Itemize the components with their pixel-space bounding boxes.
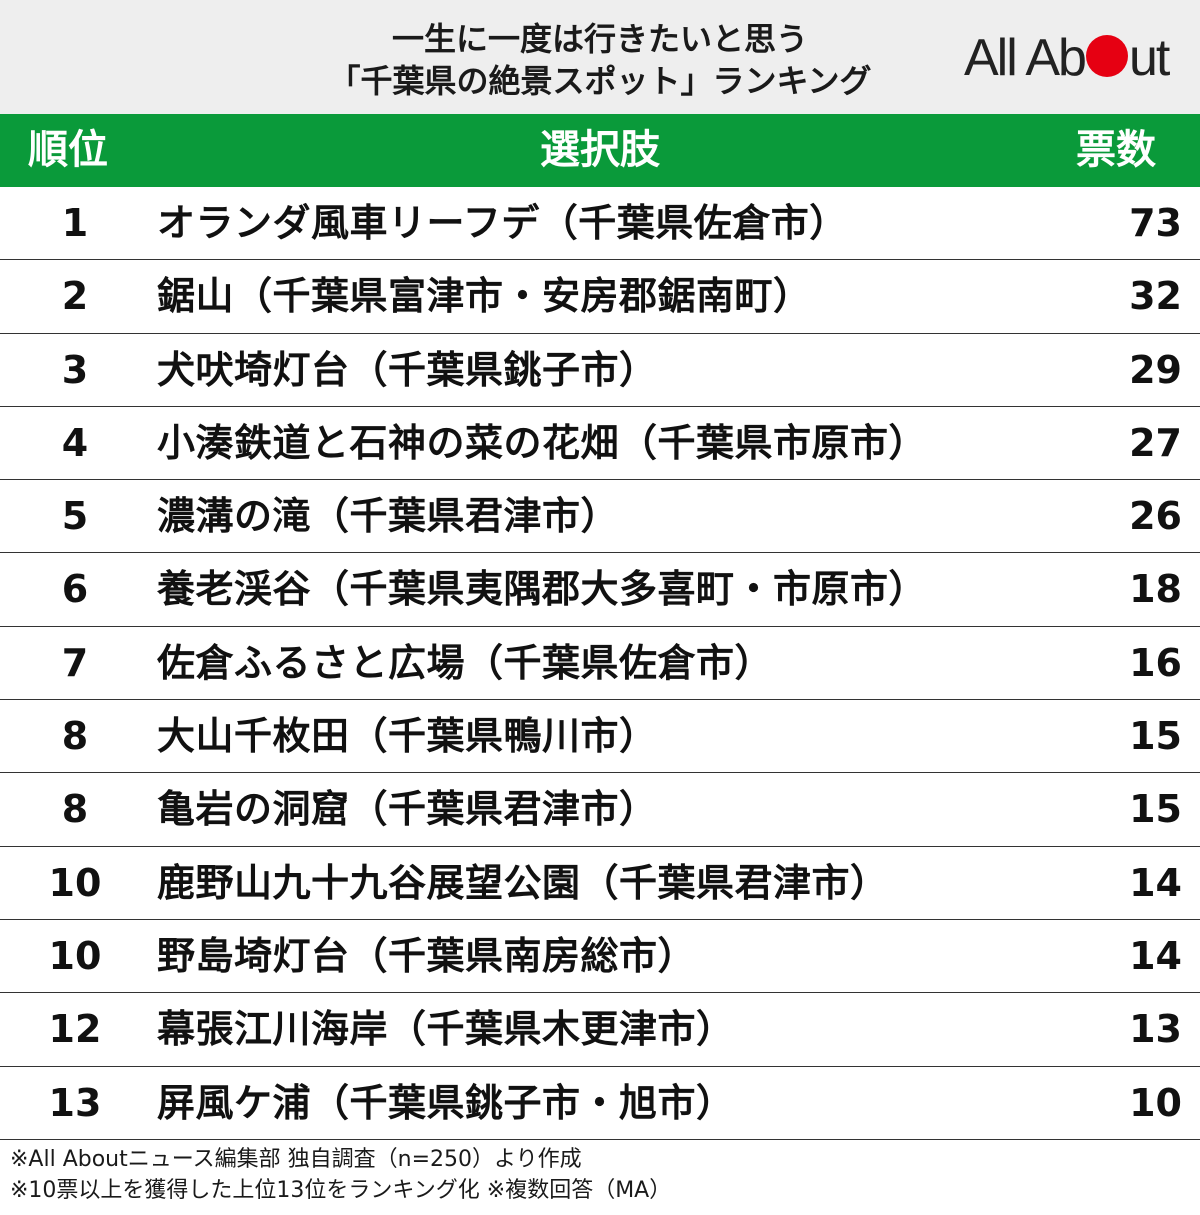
rank-cell: 6 bbox=[61, 567, 89, 612]
logo-text-1: All Ab bbox=[964, 29, 1087, 87]
votes-cell: 10 bbox=[1129, 1080, 1182, 1125]
rank-cell: 7 bbox=[61, 640, 89, 685]
rank-cell: 1 bbox=[61, 201, 89, 245]
footer-notes: ※All Aboutニュース編集部 独自調査（n=250）より作成 ※10票以上… bbox=[10, 1144, 1190, 1206]
choice-cell: 犬吠埼灯台（千葉県銚子市） bbox=[157, 347, 658, 392]
table-row: 5 濃溝の滝（千葉県君津市） 26 bbox=[0, 480, 1200, 554]
votes-cell: 29 bbox=[1129, 347, 1182, 392]
votes-cell: 16 bbox=[1129, 640, 1182, 685]
choice-cell: 佐倉ふるさと広場（千葉県佐倉市） bbox=[157, 640, 774, 685]
choice-cell: 野島埼灯台（千葉県南房総市） bbox=[157, 933, 697, 978]
page-title: 一生に一度は行きたいと思う 「千葉県の絶景スポット」ランキング bbox=[260, 18, 940, 102]
votes-cell: 15 bbox=[1129, 714, 1182, 759]
table-row: 12 幕張江川海岸（千葉県木更津市） 13 bbox=[0, 993, 1200, 1067]
title-line-2: 「千葉県の絶景スポット」ランキング bbox=[328, 62, 872, 100]
column-header-rank: 順位 bbox=[28, 127, 108, 173]
table-row: 13 屏風ケ浦（千葉県銚子市・旭市） 10 bbox=[0, 1067, 1200, 1140]
rank-cell: 3 bbox=[61, 347, 89, 392]
rank-cell: 2 bbox=[61, 274, 89, 319]
choice-cell: 養老渓谷（千葉県夷隅郡大多喜町・市原市） bbox=[157, 567, 928, 612]
rank-cell: 8 bbox=[61, 787, 89, 832]
choice-cell: 鹿野山九十九谷展望公園（千葉県君津市） bbox=[157, 860, 889, 905]
column-header-votes: 票数 bbox=[1076, 127, 1156, 173]
choice-cell: 小湊鉄道と石神の菜の花畑（千葉県市原市） bbox=[157, 420, 928, 465]
choice-cell: 鋸山（千葉県富津市・安房郡鋸南町） bbox=[157, 274, 812, 319]
all-about-logo: All Ab ut bbox=[964, 28, 1184, 88]
choice-cell: 亀岩の洞窟（千葉県君津市） bbox=[157, 787, 658, 832]
rank-cell: 13 bbox=[48, 1080, 102, 1125]
table-row: 6 養老渓谷（千葉県夷隅郡大多喜町・市原市） 18 bbox=[0, 553, 1200, 627]
votes-cell: 15 bbox=[1129, 787, 1182, 832]
votes-cell: 26 bbox=[1129, 494, 1182, 539]
table-row: 8 亀岩の洞窟（千葉県君津市） 15 bbox=[0, 773, 1200, 847]
table-row: 10 野島埼灯台（千葉県南房総市） 14 bbox=[0, 920, 1200, 994]
votes-cell: 14 bbox=[1129, 933, 1182, 978]
logo-text-2: ut bbox=[1128, 29, 1170, 87]
rank-cell: 12 bbox=[48, 1007, 102, 1052]
column-header-choice: 選択肢 bbox=[540, 127, 660, 173]
choice-cell: オランダ風車リーフデ（千葉県佐倉市） bbox=[157, 201, 848, 245]
table-body: 1 オランダ風車リーフデ（千葉県佐倉市） 73 2 鋸山（千葉県富津市・安房郡鋸… bbox=[0, 187, 1200, 1140]
rank-cell: 4 bbox=[61, 420, 89, 465]
choice-cell: 濃溝の滝（千葉県君津市） bbox=[157, 494, 620, 539]
rank-cell: 10 bbox=[48, 860, 102, 905]
votes-cell: 32 bbox=[1129, 274, 1182, 319]
votes-cell: 27 bbox=[1129, 420, 1182, 465]
header: 一生に一度は行きたいと思う 「千葉県の絶景スポット」ランキング All Ab ut bbox=[0, 0, 1200, 114]
choice-cell: 屏風ケ浦（千葉県銚子市・旭市） bbox=[157, 1080, 735, 1125]
table-row: 7 佐倉ふるさと広場（千葉県佐倉市） 16 bbox=[0, 627, 1200, 701]
votes-cell: 14 bbox=[1129, 860, 1182, 905]
table-row: 3 犬吠埼灯台（千葉県銚子市） 29 bbox=[0, 334, 1200, 407]
votes-cell: 73 bbox=[1129, 201, 1182, 245]
logo-red-dot-icon bbox=[1085, 35, 1128, 77]
table-row: 10 鹿野山九十九谷展望公園（千葉県君津市） 14 bbox=[0, 847, 1200, 920]
table-header: 順位 選択肢 票数 bbox=[0, 114, 1200, 187]
choice-cell: 幕張江川海岸（千葉県木更津市） bbox=[157, 1007, 735, 1052]
table-row: 8 大山千枚田（千葉県鴨川市） 15 bbox=[0, 700, 1200, 774]
title-line-1: 一生に一度は行きたいと思う bbox=[391, 20, 808, 58]
footer-note-2: ※10票以上を獲得した上位13位をランキング化 ※複数回答（MA） bbox=[10, 1178, 672, 1203]
rank-cell: 5 bbox=[61, 494, 89, 539]
table-row: 2 鋸山（千葉県富津市・安房郡鋸南町） 32 bbox=[0, 260, 1200, 334]
rank-cell: 8 bbox=[61, 714, 89, 759]
votes-cell: 13 bbox=[1129, 1007, 1182, 1052]
choice-cell: 大山千枚田（千葉県鴨川市） bbox=[157, 714, 658, 759]
footer-note-1: ※All Aboutニュース編集部 独自調査（n=250）より作成 bbox=[10, 1147, 582, 1172]
table-row: 1 オランダ風車リーフデ（千葉県佐倉市） 73 bbox=[0, 187, 1200, 261]
rank-cell: 10 bbox=[48, 933, 102, 978]
votes-cell: 18 bbox=[1129, 567, 1182, 612]
table-row: 4 小湊鉄道と石神の菜の花畑（千葉県市原市） 27 bbox=[0, 407, 1200, 481]
